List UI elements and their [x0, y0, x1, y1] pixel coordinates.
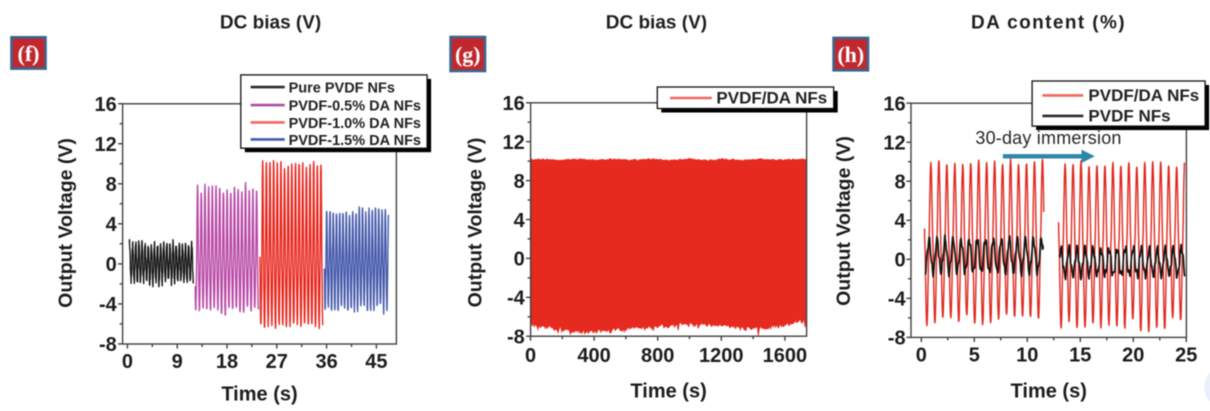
- svg-text:1600: 1600: [763, 345, 808, 367]
- svg-text:800: 800: [641, 345, 674, 367]
- svg-text:-8: -8: [99, 334, 117, 356]
- svg-text:-4: -4: [888, 289, 907, 311]
- svg-text:PVDF-1.0% DA NFs: PVDF-1.0% DA NFs: [289, 116, 421, 132]
- svg-text:16: 16: [883, 93, 905, 115]
- svg-text:16: 16: [503, 93, 525, 115]
- svg-text:PVDF/DA NFs: PVDF/DA NFs: [716, 88, 827, 107]
- svg-text:9: 9: [172, 351, 183, 373]
- svg-text:4: 4: [894, 211, 906, 233]
- svg-text:PVDF/DA NFs: PVDF/DA NFs: [1088, 86, 1199, 105]
- svg-text:36: 36: [315, 351, 337, 373]
- svg-text:DC bias (V): DC bias (V): [220, 13, 321, 34]
- svg-text:10: 10: [1016, 345, 1038, 367]
- svg-text:Pure PVDF NFs: Pure PVDF NFs: [289, 81, 395, 97]
- svg-text:16: 16: [95, 94, 117, 116]
- svg-text:12: 12: [503, 132, 525, 154]
- svg-text:PVDF NFs: PVDF NFs: [1088, 106, 1170, 125]
- svg-text:8: 8: [894, 172, 905, 194]
- svg-text:25: 25: [1175, 345, 1197, 367]
- svg-text:Time (s): Time (s): [630, 381, 706, 403]
- svg-text:-4: -4: [99, 294, 118, 316]
- svg-text:400: 400: [577, 345, 610, 367]
- svg-text:-8: -8: [507, 327, 525, 349]
- svg-text:27: 27: [266, 351, 288, 373]
- svg-text:15: 15: [1069, 345, 1091, 367]
- svg-text:Output Voltage (V): Output Voltage (V): [464, 138, 486, 308]
- svg-text:-8: -8: [888, 328, 906, 350]
- svg-text:8: 8: [514, 171, 525, 193]
- svg-text:0: 0: [916, 345, 927, 367]
- svg-text:Output Voltage (V): Output Voltage (V): [55, 138, 77, 308]
- svg-text:1200: 1200: [699, 345, 744, 367]
- svg-text:0: 0: [514, 249, 525, 271]
- svg-text:DA content (%): DA content (%): [971, 13, 1126, 34]
- svg-text:Output Voltage (V): Output Voltage (V): [833, 136, 855, 306]
- svg-text:4: 4: [514, 210, 526, 232]
- svg-text:18: 18: [216, 351, 238, 373]
- svg-text:Time (s): Time (s): [1011, 381, 1087, 403]
- svg-text:30-day immersion: 30-day immersion: [975, 128, 1121, 148]
- svg-text:8: 8: [106, 174, 117, 196]
- svg-text:0: 0: [122, 351, 133, 373]
- svg-text:(f): (f): [18, 41, 40, 66]
- svg-text:5: 5: [969, 345, 980, 367]
- svg-text:0: 0: [525, 345, 536, 367]
- svg-text:0: 0: [894, 250, 905, 272]
- svg-text:DC bias (V): DC bias (V): [606, 13, 707, 34]
- svg-text:PVDF-0.5% DA NFs: PVDF-0.5% DA NFs: [289, 99, 421, 115]
- svg-text:12: 12: [883, 133, 905, 155]
- svg-text:12: 12: [95, 134, 117, 156]
- svg-text:45: 45: [365, 351, 387, 373]
- svg-text:PVDF-1.5% DA NFs: PVDF-1.5% DA NFs: [289, 133, 421, 149]
- svg-text:-4: -4: [507, 288, 526, 310]
- svg-text:Time (s): Time (s): [221, 384, 297, 406]
- svg-text:20: 20: [1122, 345, 1144, 367]
- svg-text:(g): (g): [455, 42, 481, 67]
- svg-text:4: 4: [106, 214, 118, 236]
- svg-text:0: 0: [106, 254, 117, 276]
- svg-text:(h): (h): [837, 42, 864, 67]
